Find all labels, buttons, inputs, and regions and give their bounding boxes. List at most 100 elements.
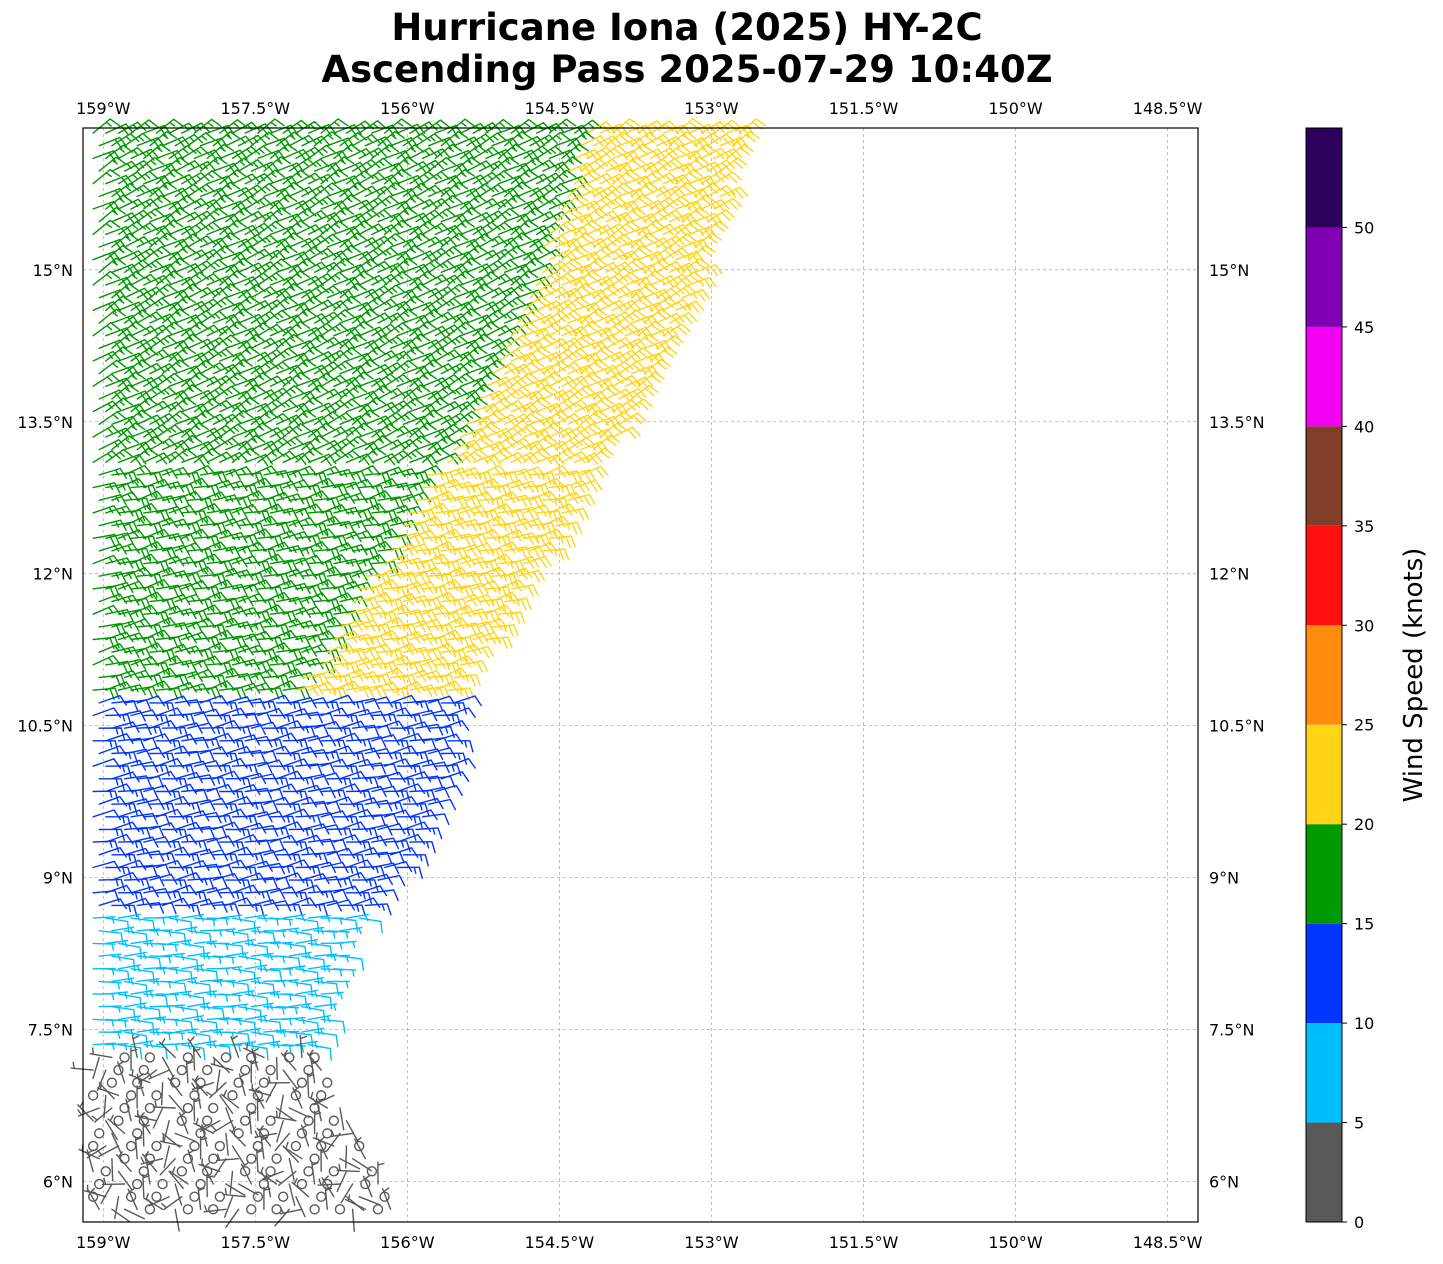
wind-barb	[447, 150, 476, 163]
wind-barb	[358, 785, 387, 798]
wind-barb	[440, 598, 469, 611]
wind-barb	[478, 160, 508, 172]
wind-barb	[105, 581, 134, 593]
wind-barb	[317, 1178, 341, 1186]
wind-barb	[491, 624, 519, 637]
wind-barb	[687, 244, 716, 261]
wind-barb	[561, 276, 590, 289]
wind-barb	[92, 168, 121, 185]
wind-barb	[453, 207, 481, 223]
wind-barb	[275, 1056, 278, 1081]
wind-barb	[269, 245, 298, 261]
wind-barb	[351, 390, 381, 404]
wind-barb	[295, 784, 324, 796]
wind-barb	[257, 169, 286, 185]
wind-barb	[630, 282, 659, 299]
wind-barb	[193, 324, 223, 337]
wind-barb	[377, 130, 405, 147]
wind-barb	[161, 828, 189, 842]
wind-barb	[238, 1073, 247, 1097]
wind-barb	[313, 233, 343, 248]
wind-barb	[320, 449, 349, 463]
wind-barb	[275, 1006, 300, 1015]
wind-barb	[504, 517, 533, 531]
wind-barb	[117, 1015, 141, 1023]
wind-barb	[440, 771, 470, 782]
wind-barb	[244, 372, 273, 387]
wind-barb	[231, 990, 255, 998]
wind-barb	[301, 903, 328, 917]
wind-barb	[92, 450, 121, 463]
calm-wind-marker	[303, 1115, 314, 1126]
wind-barb	[269, 815, 297, 828]
wind-barb	[510, 584, 539, 597]
wind-barb	[510, 401, 540, 415]
wind-barb	[199, 674, 228, 688]
wind-barb	[383, 740, 411, 753]
wind-barb	[377, 1161, 385, 1185]
wind-barb	[161, 1196, 183, 1211]
wind-barb	[447, 707, 476, 718]
wind-barb	[535, 454, 565, 467]
wind-barb	[130, 836, 159, 848]
wind-barb	[161, 980, 188, 996]
wind-barb	[250, 598, 278, 612]
calm-wind-marker	[246, 1153, 257, 1164]
wind-barb	[317, 1136, 328, 1160]
colorbar-segment	[1306, 1023, 1342, 1123]
wind-barb	[415, 409, 443, 425]
wind-barb	[561, 480, 590, 493]
wind-barb	[282, 891, 309, 905]
wind-barb	[263, 900, 292, 912]
wind-barb	[257, 503, 286, 514]
wind-barb	[212, 162, 242, 176]
wind-barb	[92, 322, 121, 337]
wind-barb	[206, 815, 234, 828]
wind-barb	[326, 980, 350, 989]
wind-barb	[149, 802, 176, 816]
wind-barb	[187, 848, 216, 860]
wind-barb	[434, 560, 462, 574]
wind-barb	[130, 989, 154, 998]
wind-barb	[421, 761, 450, 774]
wind-barb	[700, 199, 730, 212]
wind-barb	[611, 169, 640, 185]
calm-wind-marker	[239, 1115, 251, 1126]
wind-barb	[611, 374, 641, 387]
wind-barb	[260, 1136, 269, 1160]
wind-barb	[421, 148, 451, 160]
wind-barb	[542, 211, 571, 223]
wind-barb	[510, 556, 540, 569]
wind-barb	[364, 903, 392, 916]
wind-barb	[98, 439, 128, 451]
wind-barb	[459, 194, 488, 210]
wind-barb	[117, 171, 147, 185]
wind-barb	[92, 790, 119, 803]
wind-barb	[434, 528, 464, 541]
wind-barb	[548, 249, 578, 262]
wind-barb	[313, 751, 341, 764]
wind-barb	[339, 264, 368, 277]
wind-barb	[237, 365, 267, 378]
wind-barb	[662, 124, 692, 137]
wind-barb	[421, 119, 450, 134]
wind-barb	[459, 295, 488, 311]
wind-barb	[427, 385, 457, 400]
calm-wind-marker	[100, 1166, 112, 1177]
colorbar-segment	[1306, 326, 1342, 427]
wind-barb	[265, 1082, 278, 1103]
wind-barb	[706, 209, 736, 223]
wind-barb	[396, 226, 426, 239]
wind-barb	[415, 390, 444, 403]
wind-barb	[250, 286, 280, 299]
wind-barb	[548, 118, 577, 134]
wind-barb	[111, 670, 140, 681]
wind-barb	[510, 200, 540, 214]
wind-barb	[358, 835, 387, 847]
wind-barb	[630, 314, 660, 328]
wind-barb	[77, 1107, 100, 1117]
wind-barb	[351, 409, 380, 425]
wind-barb	[554, 413, 584, 426]
wind-barb	[592, 210, 622, 223]
wind-barb	[70, 1061, 94, 1071]
